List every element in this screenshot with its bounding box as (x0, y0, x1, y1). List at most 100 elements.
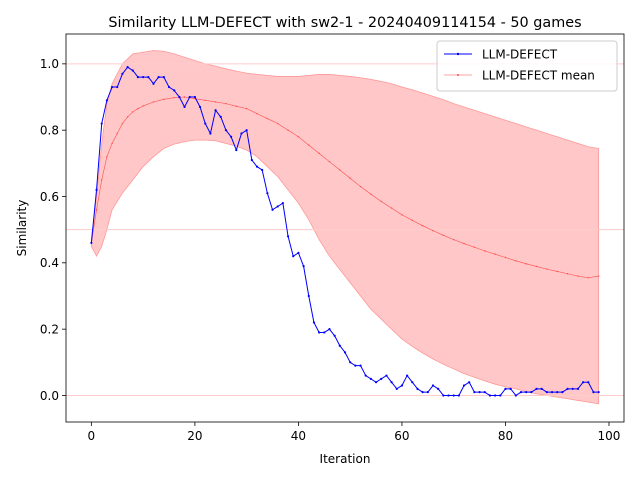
data-point-llm-defect (136, 76, 140, 79)
data-point-llm-defect-mean (597, 275, 600, 277)
legend-label-llm-defect: LLM-DEFECT (482, 48, 558, 62)
data-point-llm-defect-mean (132, 111, 134, 113)
data-point-llm-defect-mean (106, 156, 108, 158)
data-point-llm-defect-mean (152, 101, 155, 103)
data-point-llm-defect (318, 331, 321, 334)
data-point-llm-defect (369, 377, 372, 380)
y-axis-label: Similarity (15, 200, 29, 257)
data-point-llm-defect (312, 321, 316, 324)
data-point-llm-defect-mean (349, 177, 351, 179)
data-point-llm-defect (142, 76, 145, 79)
data-point-llm-defect (219, 115, 222, 119)
data-point-llm-defect (374, 381, 378, 384)
data-point-llm-defect (540, 387, 543, 390)
data-point-llm-defect (473, 391, 476, 394)
series-layer (90, 66, 600, 397)
data-point-llm-defect (261, 168, 264, 172)
data-point-llm-defect (235, 148, 238, 152)
data-point-llm-defect-mean (277, 122, 279, 125)
data-point-llm-defect (587, 381, 590, 384)
data-point-llm-defect (545, 391, 548, 394)
data-point-llm-defect (447, 394, 450, 397)
data-point-llm-defect (395, 387, 398, 390)
data-point-llm-defect (582, 381, 585, 384)
data-point-llm-defect (333, 334, 336, 337)
data-point-llm-defect-mean (587, 277, 589, 279)
data-point-llm-defect (271, 208, 274, 211)
data-point-llm-defect-mean (214, 101, 217, 103)
data-point-llm-defect (126, 66, 129, 69)
data-point-llm-defect-mean (308, 144, 310, 146)
y-tick-label: 0.2 (40, 322, 59, 336)
x-tick-label: 0 (88, 429, 96, 443)
legend-box (436, 40, 618, 92)
data-point-llm-defect (178, 95, 181, 99)
data-point-llm-defect (494, 394, 497, 397)
data-point-llm-defect-mean (137, 107, 139, 110)
data-point-llm-defect-mean (142, 105, 144, 107)
data-point-llm-defect (457, 394, 460, 397)
data-point-llm-defect-mean (484, 250, 486, 252)
data-point-llm-defect (509, 387, 512, 390)
y-tick-label: 0.8 (40, 123, 59, 137)
data-point-llm-defect (121, 72, 124, 75)
y-tick-label: 0.6 (40, 190, 59, 204)
data-point-llm-defect-mean (359, 185, 362, 188)
data-point-llm-defect (566, 387, 569, 390)
data-point-llm-defect (224, 129, 228, 132)
data-point-llm-defect (530, 391, 533, 394)
data-point-llm-defect-mean (577, 275, 579, 277)
data-point-llm-defect-mean (453, 238, 455, 241)
data-point-llm-defect-mean (297, 136, 300, 138)
data-point-llm-defect (406, 374, 409, 377)
data-point-llm-defect (302, 265, 305, 268)
data-point-llm-defect-mean (566, 273, 569, 275)
data-point-llm-defect-mean (173, 96, 175, 99)
data-point-llm-defect-mean (318, 152, 320, 155)
data-point-llm-defect (307, 294, 310, 298)
axes-frame (65, 33, 625, 423)
data-point-llm-defect-mean (494, 253, 496, 255)
data-point-llm-defect-mean (163, 98, 165, 101)
data-point-llm-defect-mean (515, 260, 517, 262)
data-point-llm-defect (421, 391, 424, 394)
data-point-llm-defect-mean (556, 270, 558, 273)
x-axis-ticks: 0 20 40 60 80 100 (88, 422, 621, 443)
data-point-llm-defect-mean (204, 99, 206, 102)
data-point-llm-defect-mean (116, 132, 118, 135)
data-point-llm-defect (95, 188, 98, 191)
data-point-llm-defect (468, 381, 471, 384)
data-point-llm-defect (157, 76, 160, 79)
data-point-llm-defect (162, 76, 165, 79)
data-point-llm-defect-mean (287, 129, 289, 131)
data-point-llm-defect (214, 109, 217, 112)
data-point-llm-defect (426, 391, 429, 394)
data-point-llm-defect-mean (380, 200, 382, 203)
data-point-llm-defect-mean (126, 116, 129, 118)
chart-title: Similarity LLM-DEFECT with sw2-1 - 20240… (108, 15, 581, 31)
x-tick-label: 80 (498, 429, 513, 443)
data-point-llm-defect (90, 241, 93, 245)
data-point-llm-defect-mean (535, 265, 538, 268)
data-point-llm-defect (105, 99, 108, 102)
x-tick-label: 20 (187, 429, 202, 443)
data-point-llm-defect (488, 394, 492, 397)
data-point-llm-defect-mean (225, 102, 227, 105)
data-point-llm-defect-mean (256, 112, 258, 115)
data-point-llm-defect (556, 391, 559, 394)
data-point-llm-defect (297, 251, 300, 254)
data-point-llm-defect (483, 391, 486, 394)
x-tick-label: 100 (598, 429, 621, 443)
data-point-llm-defect (250, 158, 253, 162)
data-point-llm-defect (592, 391, 595, 394)
x-axis-label: Iteration (320, 452, 371, 466)
data-point-llm-defect (245, 129, 248, 132)
std-band (90, 50, 600, 405)
legend: LLM-DEFECT LLM-DEFECT mean (436, 40, 618, 92)
std-band-layer (90, 50, 600, 405)
data-point-llm-defect (188, 95, 191, 99)
data-point-llm-defect (204, 122, 207, 125)
data-point-llm-defect-mean (421, 224, 424, 227)
data-point-llm-defect-mean (411, 219, 413, 222)
